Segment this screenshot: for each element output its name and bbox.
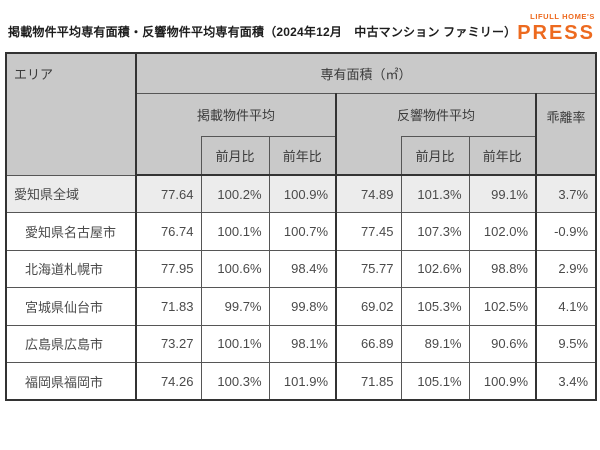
response-average-cell: 74.89	[335, 174, 402, 213]
listed-yoy-cell: 98.1%	[268, 324, 337, 363]
table-row: 愛知県全域 77.64 100.2% 100.9% 74.89 101.3% 9…	[5, 174, 597, 213]
header-listed-mom: 前月比	[200, 135, 270, 176]
header-row-1: エリア 専有面積（㎡）	[5, 52, 597, 176]
response-yoy-cell: 102.0%	[468, 212, 537, 251]
area-name-cell: 福岡県福岡市	[5, 362, 137, 401]
listed-yoy-cell: 100.7%	[268, 212, 337, 251]
header-response-yoy: 前年比	[468, 135, 537, 176]
response-mom-cell: 101.3%	[400, 174, 470, 213]
header-deviation-rate: 乖離率	[534, 92, 597, 176]
listed-mom-cell: 100.3%	[200, 362, 270, 401]
lifull-homes-press-logo: LIFULL HOME'S PRESS	[517, 13, 595, 43]
response-average-cell: 77.45	[335, 212, 402, 251]
area-exclusive-size-table: エリア 専有面積（㎡） 掲載物件平均 反響物件平均 乖離率 前月比 前年比 前月…	[5, 52, 598, 401]
header-listed-yoy: 前年比	[268, 135, 337, 176]
area-name-cell: 愛知県全域	[5, 174, 137, 213]
logo-brand-text: LIFULL HOME'S	[530, 12, 595, 21]
deviation-rate-cell: 9.5%	[534, 324, 597, 363]
response-mom-cell: 107.3%	[400, 212, 470, 251]
header-response-mom: 前月比	[400, 135, 470, 176]
listed-average-cell: 77.64	[135, 174, 202, 213]
area-name-cell: 広島県広島市	[5, 324, 137, 363]
table-body: 愛知県全域 77.64 100.2% 100.9% 74.89 101.3% 9…	[5, 174, 597, 401]
listed-mom-cell: 100.1%	[200, 212, 270, 251]
response-yoy-cell: 100.9%	[468, 362, 537, 401]
deviation-rate-cell: 3.4%	[534, 362, 597, 401]
table-header: エリア 専有面積（㎡） 掲載物件平均 反響物件平均 乖離率 前月比 前年比 前月…	[5, 52, 597, 176]
response-yoy-cell: 98.8%	[468, 249, 537, 288]
header-listed-average-spacer	[135, 136, 202, 176]
header-exclusive-area: 専有面積（㎡）	[134, 52, 597, 94]
deviation-rate-cell: 2.9%	[534, 249, 597, 288]
logo-press-text: PRESS	[517, 21, 595, 44]
header-response-average-group: 反響物件平均	[335, 92, 537, 136]
deviation-rate-cell: 4.1%	[534, 287, 597, 326]
area-name-cell: 北海道札幌市	[5, 249, 137, 288]
response-average-cell: 66.89	[335, 324, 402, 363]
response-average-cell: 71.85	[335, 362, 402, 401]
deviation-rate-cell: -0.9%	[534, 212, 597, 251]
response-mom-cell: 105.1%	[400, 362, 470, 401]
listed-yoy-cell: 100.9%	[268, 174, 337, 213]
header-area: エリア	[5, 52, 137, 176]
table-row: 愛知県名古屋市 76.74 100.1% 100.7% 77.45 107.3%…	[5, 212, 597, 251]
response-average-cell: 69.02	[335, 287, 402, 326]
header-listed-average-group: 掲載物件平均	[135, 92, 337, 136]
listed-mom-cell: 100.1%	[200, 324, 270, 363]
listed-mom-cell: 100.2%	[200, 174, 270, 213]
table-row: 宮城県仙台市 71.83 99.7% 99.8% 69.02 105.3% 10…	[5, 287, 597, 326]
response-yoy-cell: 102.5%	[468, 287, 537, 326]
table-row: 広島県広島市 73.27 100.1% 98.1% 66.89 89.1% 90…	[5, 324, 597, 363]
response-mom-cell: 105.3%	[400, 287, 470, 326]
listed-average-cell: 77.95	[135, 249, 202, 288]
page-title: 掲載物件平均専有面積・反響物件平均専有面積（2024年12月 中古マンション フ…	[8, 25, 517, 39]
header-row-3: 前月比 前年比 前月比 前年比	[6, 135, 596, 176]
listed-average-cell: 76.74	[135, 212, 202, 251]
listed-yoy-cell: 101.9%	[268, 362, 337, 401]
area-name-cell: 宮城県仙台市	[5, 287, 137, 326]
response-average-cell: 75.77	[335, 249, 402, 288]
listed-average-cell: 74.26	[135, 362, 202, 401]
response-mom-cell: 102.6%	[400, 249, 470, 288]
listed-mom-cell: 99.7%	[200, 287, 270, 326]
response-yoy-cell: 99.1%	[468, 174, 537, 213]
response-mom-cell: 89.1%	[400, 324, 470, 363]
header-response-average-spacer	[335, 136, 402, 176]
table-row: 北海道札幌市 77.95 100.6% 98.4% 75.77 102.6% 9…	[5, 249, 597, 288]
deviation-rate-cell: 3.7%	[534, 174, 597, 213]
table-row: 福岡県福岡市 74.26 100.3% 101.9% 71.85 105.1% …	[5, 362, 597, 401]
listed-average-cell: 71.83	[135, 287, 202, 326]
listed-mom-cell: 100.6%	[200, 249, 270, 288]
response-yoy-cell: 90.6%	[468, 324, 537, 363]
header-row-2: 掲載物件平均 反響物件平均 乖離率	[6, 92, 597, 176]
area-name-cell: 愛知県名古屋市	[5, 212, 137, 251]
listed-yoy-cell: 99.8%	[268, 287, 337, 326]
listed-average-cell: 73.27	[135, 324, 202, 363]
listed-yoy-cell: 98.4%	[268, 249, 337, 288]
